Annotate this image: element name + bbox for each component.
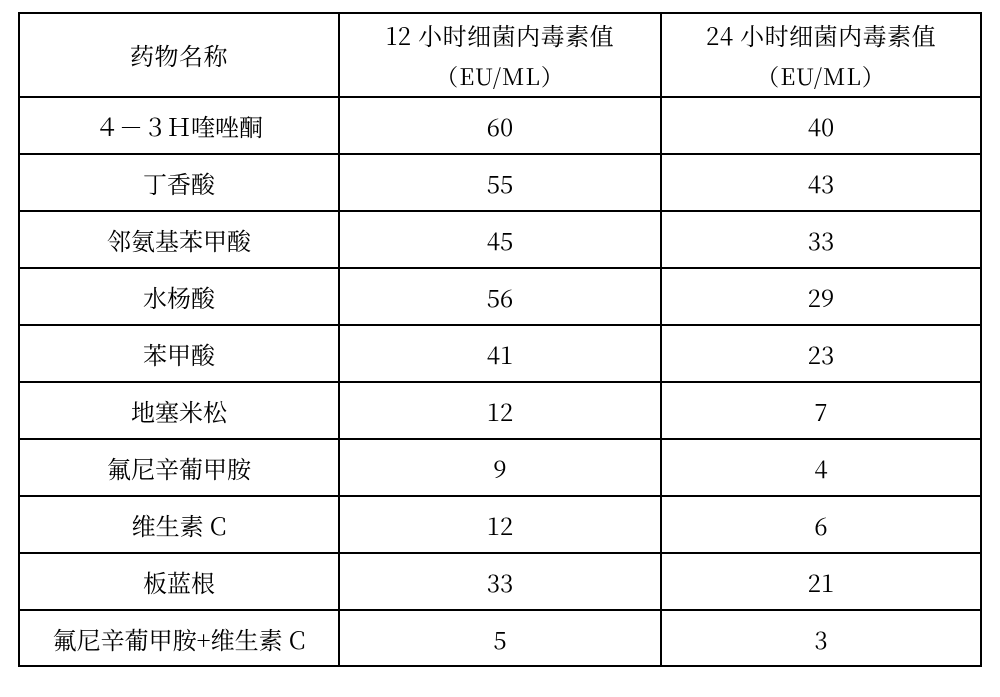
- cell-drug-name: 氟尼辛葡甲胺: [19, 439, 339, 496]
- col-header-24h-line2: （EU/ML）: [662, 56, 980, 95]
- cell-12h: 12: [339, 496, 661, 553]
- cell-12h: 55: [339, 154, 661, 211]
- cell-drug-name: 丁香酸: [19, 154, 339, 211]
- table-header-row: 药物名称 12 小时细菌内毒素值 （EU/ML） 24 小时细菌内毒素值 （EU…: [19, 13, 981, 97]
- table-row: 苯甲酸 41 23: [19, 325, 981, 382]
- cell-24h: 33: [661, 211, 981, 268]
- table-row: 丁香酸 55 43: [19, 154, 981, 211]
- cell-24h: 29: [661, 268, 981, 325]
- cell-24h: 23: [661, 325, 981, 382]
- col-header-text: 药物名称: [130, 37, 228, 72]
- cell-24h: 3: [661, 610, 981, 666]
- table-row: 板蓝根 33 21: [19, 553, 981, 610]
- cell-24h: 40: [661, 97, 981, 154]
- cell-drug-name: 苯甲酸: [19, 325, 339, 382]
- cell-12h: 56: [339, 268, 661, 325]
- table-row: 氟尼辛葡甲胺 9 4: [19, 439, 981, 496]
- col-header-drug-name: 药物名称: [19, 13, 339, 97]
- col-header-24h-line1: 24 小时细菌内毒素值: [662, 15, 980, 56]
- col-header-12h-line2: （EU/ML）: [340, 56, 660, 95]
- cell-24h: 21: [661, 553, 981, 610]
- table-row: ４－３Ｈ喹唑酮 60 40: [19, 97, 981, 154]
- cell-12h: 9: [339, 439, 661, 496]
- page-container: 药物名称 12 小时细菌内毒素值 （EU/ML） 24 小时细菌内毒素值 （EU…: [0, 0, 1000, 697]
- cell-12h: 12: [339, 382, 661, 439]
- cell-24h: 4: [661, 439, 981, 496]
- cell-24h: 6: [661, 496, 981, 553]
- endotoxin-table: 药物名称 12 小时细菌内毒素值 （EU/ML） 24 小时细菌内毒素值 （EU…: [18, 12, 982, 667]
- cell-drug-name: 水杨酸: [19, 268, 339, 325]
- col-header-24h: 24 小时细菌内毒素值 （EU/ML）: [661, 13, 981, 97]
- cell-drug-name: 地塞米松: [19, 382, 339, 439]
- col-header-12h: 12 小时细菌内毒素值 （EU/ML）: [339, 13, 661, 97]
- cell-24h: 7: [661, 382, 981, 439]
- cell-12h: 33: [339, 553, 661, 610]
- table-row: 维生素 C 12 6: [19, 496, 981, 553]
- cell-drug-name: 邻氨基苯甲酸: [19, 211, 339, 268]
- cell-12h: 41: [339, 325, 661, 382]
- cell-12h: 5: [339, 610, 661, 666]
- cell-drug-name: 维生素 C: [19, 496, 339, 553]
- cell-drug-name: 板蓝根: [19, 553, 339, 610]
- cell-24h: 43: [661, 154, 981, 211]
- table-row: 水杨酸 56 29: [19, 268, 981, 325]
- table-row: 氟尼辛葡甲胺+维生素 C 5 3: [19, 610, 981, 666]
- cell-drug-name: ４－３Ｈ喹唑酮: [19, 97, 339, 154]
- cell-12h: 45: [339, 211, 661, 268]
- cell-12h: 60: [339, 97, 661, 154]
- table-row: 地塞米松 12 7: [19, 382, 981, 439]
- table-row: 邻氨基苯甲酸 45 33: [19, 211, 981, 268]
- cell-drug-name: 氟尼辛葡甲胺+维生素 C: [19, 610, 339, 666]
- col-header-12h-line1: 12 小时细菌内毒素值: [340, 15, 660, 56]
